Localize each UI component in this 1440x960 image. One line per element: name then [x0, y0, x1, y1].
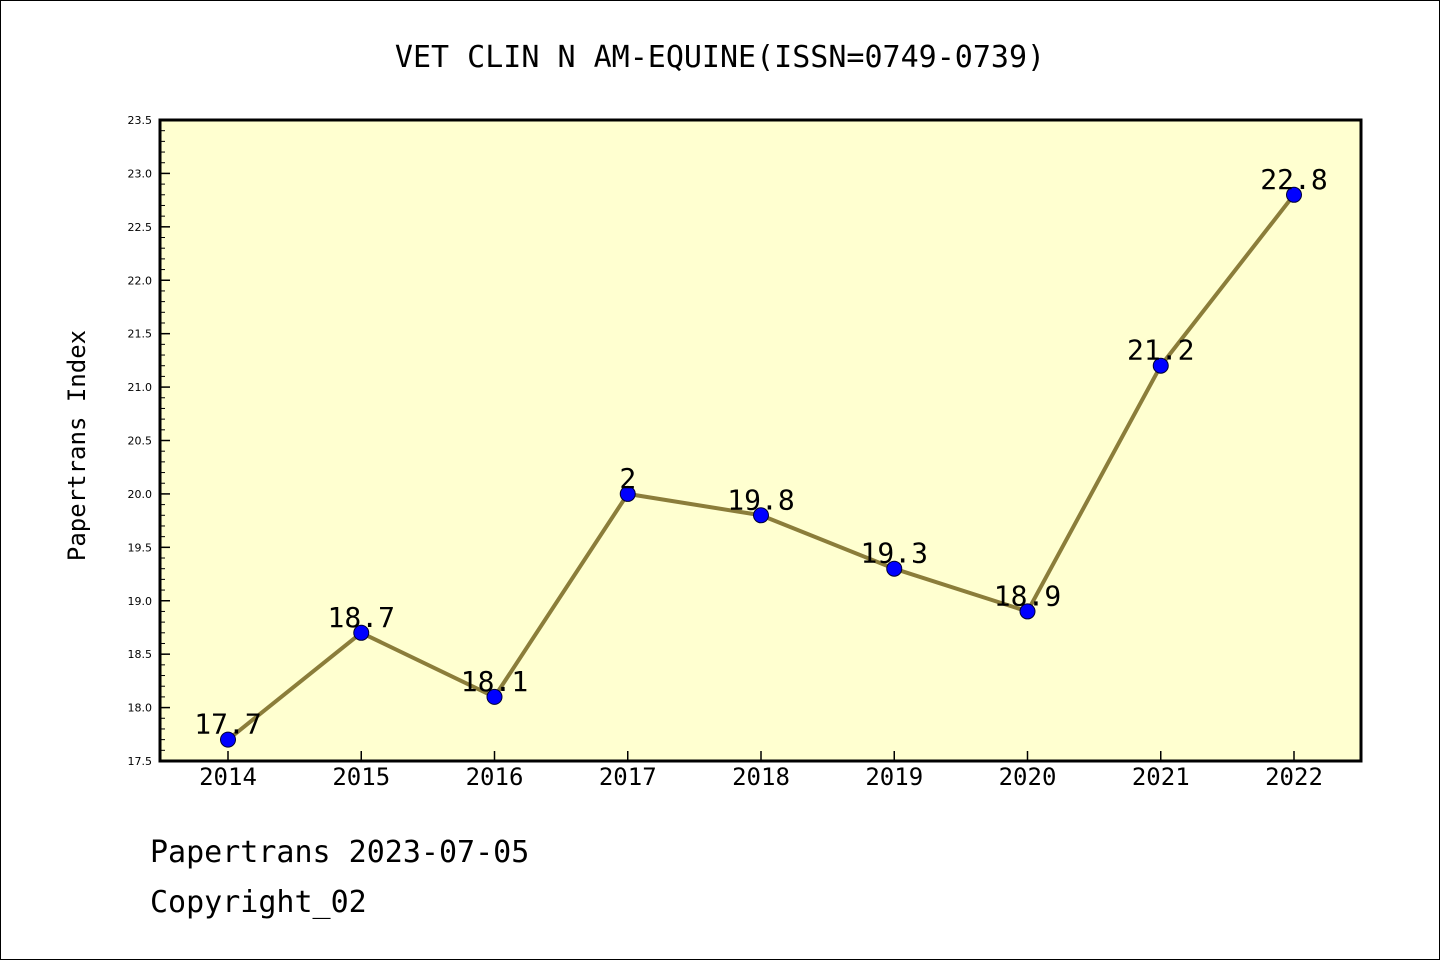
data-label: 21.2	[1127, 334, 1194, 367]
x-tick-label: 2022	[1265, 763, 1323, 791]
y-tick-label: 23.0	[128, 167, 153, 180]
plot-frame	[158, 118, 1363, 763]
y-tick-label: 21.0	[128, 381, 153, 394]
x-tick-label: 2021	[1132, 763, 1190, 791]
data-point	[220, 731, 236, 748]
footer-date: Papertrans 2023-07-05	[150, 835, 530, 870]
data-point	[353, 624, 370, 641]
x-tick-label: 2014	[199, 763, 257, 791]
x-tick-label: 2020	[999, 763, 1057, 791]
data-label: 19.3	[861, 537, 928, 570]
y-axis-label: Papertrans Index	[63, 330, 91, 561]
y-tick-label: 20.0	[128, 488, 153, 501]
footer-copyright: Copyright_02	[150, 885, 367, 920]
y-tick-label: 23.5	[128, 114, 153, 127]
data-point	[486, 688, 503, 705]
data-label: 2	[619, 462, 636, 495]
x-tick-label: 2015	[332, 763, 390, 791]
y-tick-label: 19.5	[128, 541, 153, 554]
y-tick-label: 20.5	[128, 435, 153, 448]
data-label: 17.7	[194, 708, 261, 741]
data-point	[1286, 186, 1302, 203]
data-point	[1019, 603, 1036, 620]
data-label: 22.8	[1260, 163, 1327, 196]
y-tick-label: 19.0	[128, 595, 153, 608]
plot-area	[160, 120, 1361, 761]
y-tick-label: 17.5	[128, 755, 153, 768]
data-point	[1152, 357, 1169, 374]
y-tick-label: 21.5	[128, 328, 153, 341]
data-point	[753, 507, 769, 524]
data-point	[886, 560, 903, 577]
data-label: 18.1	[461, 665, 528, 698]
x-tick-label: 2016	[466, 763, 524, 791]
chart-title: VET CLIN N AM-EQUINE(ISSN=0749-0739)	[395, 40, 1045, 75]
data-label: 19.8	[727, 483, 794, 516]
x-tick-label: 2018	[732, 763, 790, 791]
y-tick-label: 22.5	[128, 221, 153, 234]
y-tick-label: 22.0	[128, 274, 153, 287]
y-tick-label: 18.0	[128, 702, 153, 715]
data-point	[619, 485, 636, 502]
y-tick-label: 18.5	[128, 648, 153, 661]
x-tick-label: 2019	[865, 763, 923, 791]
x-tick-label: 2017	[599, 763, 657, 791]
data-label: 18.9	[994, 579, 1061, 612]
data-label: 18.7	[328, 601, 395, 634]
